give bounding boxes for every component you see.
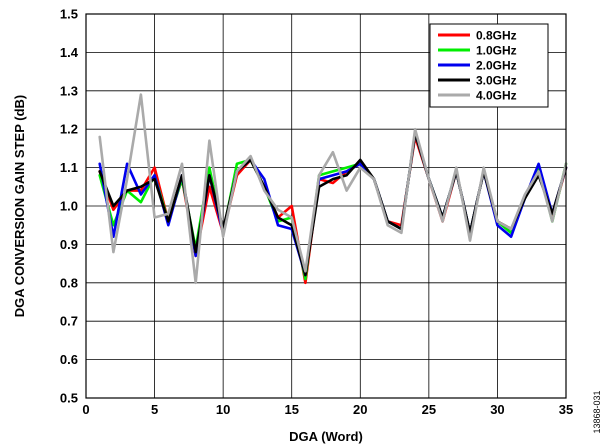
plot-frame [85,13,567,399]
x-tick-label: 25 [422,402,436,417]
legend-label: 4.0GHz [476,89,517,103]
figure-id: 13868-031 [592,390,602,433]
y-tick-label: 0.5 [60,391,78,406]
x-tick-label: 20 [353,402,367,417]
y-tick-label: 0.8 [60,275,78,290]
y-tick-label: 1.4 [60,45,79,60]
y-tick-label: 1.0 [60,199,78,214]
y-tick-label: 1.3 [60,83,78,98]
y-tick-labels: 0.5 0.6 0.7 0.8 0.9 1.0 1.1 1.2 1.3 1.4 1.5 [60,7,79,406]
legend-label: 3.0GHz [476,74,517,88]
x-tick-label: 15 [284,402,298,417]
series-group [98,93,568,285]
y-tick-label: 1.1 [60,160,78,175]
x-tick-labels: 0 5 10 15 20 25 30 35 [82,402,573,417]
y-tick-label: 0.7 [60,314,78,329]
y-tick-label: 1.5 [60,7,78,22]
x-tick-label: 5 [151,402,158,417]
x-tick-label: 10 [216,402,230,417]
y-tick-label: 0.6 [60,352,78,367]
y-tick-label: 0.9 [60,237,78,252]
legend-label: 1.0GHz [476,44,517,58]
y-tick-label: 1.2 [60,122,78,137]
y-axis-title: DGA CONVERSION GAIN STEP (dB) [12,95,27,317]
x-tick-label: 30 [490,402,504,417]
x-axis-title: DGA (Word) [289,429,363,444]
x-tick-label: 0 [82,402,89,417]
x-tick-label: 35 [559,402,573,417]
legend-label: 2.0GHz [476,59,517,73]
legend-label: 0.8GHz [476,29,517,43]
series-line-40ghz [98,93,568,285]
